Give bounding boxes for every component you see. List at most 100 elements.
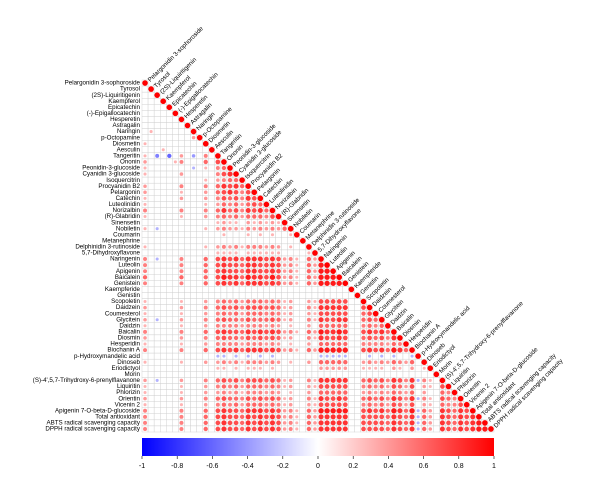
cell	[293, 292, 300, 299]
cell	[311, 358, 319, 366]
cell	[348, 328, 355, 336]
correlation-circle	[233, 317, 239, 322]
cell	[184, 419, 191, 427]
cell	[311, 340, 319, 348]
colorbar-tick-label: -0.8	[171, 463, 183, 470]
correlation-circle	[342, 347, 348, 353]
correlation-circle	[143, 172, 147, 176]
correlation-circle	[295, 257, 299, 261]
correlation-circle	[233, 402, 239, 407]
correlation-circle	[373, 329, 378, 335]
cell	[336, 292, 343, 299]
cell	[166, 383, 173, 390]
cell	[160, 261, 167, 269]
correlation-circle	[337, 366, 342, 371]
cell	[208, 243, 216, 251]
correlation-circle	[313, 378, 317, 382]
correlation-circle	[227, 414, 233, 420]
cell	[172, 389, 179, 396]
cell	[166, 310, 173, 317]
cell	[196, 371, 203, 378]
cell	[354, 395, 361, 402]
cell	[160, 243, 167, 251]
cell	[147, 122, 155, 129]
cell	[287, 292, 294, 299]
cell	[348, 310, 355, 317]
cell	[160, 298, 167, 305]
cell	[329, 371, 337, 378]
correlation-circle	[221, 378, 227, 383]
correlation-circle	[264, 420, 269, 426]
correlation-circle	[270, 214, 275, 219]
colorbar-tick-label: -0.4	[242, 463, 254, 470]
correlation-circle	[330, 377, 336, 383]
cell	[196, 213, 203, 220]
correlation-circle	[252, 342, 257, 346]
cell	[172, 334, 179, 342]
correlation-circle	[270, 251, 275, 255]
correlation-circle	[318, 402, 324, 408]
cell	[281, 365, 288, 372]
correlation-circle	[330, 384, 336, 389]
cell	[147, 91, 155, 99]
correlation-circle	[288, 311, 293, 316]
correlation-circle	[239, 414, 245, 419]
cell	[202, 219, 209, 226]
correlation-circle	[240, 391, 244, 395]
cell	[147, 346, 155, 354]
correlation-circle	[276, 335, 281, 341]
correlation-circle	[422, 408, 427, 413]
correlation-circle	[283, 312, 287, 316]
cell	[208, 401, 216, 408]
cell	[208, 286, 216, 293]
cell	[160, 401, 167, 408]
colorbar-tick-label: 0.8	[454, 463, 464, 470]
correlation-circle	[179, 154, 184, 158]
correlation-circle	[257, 426, 263, 432]
correlation-circle	[482, 420, 488, 426]
row-label: Phlorizin	[116, 389, 140, 396]
cell	[190, 243, 197, 251]
correlation-circle	[228, 402, 232, 407]
correlation-circle	[143, 317, 147, 322]
correlation-circle	[215, 172, 220, 177]
cell	[141, 134, 149, 141]
cell	[190, 340, 197, 348]
cell	[147, 237, 155, 245]
correlation-circle	[446, 390, 451, 395]
correlation-circle	[264, 274, 269, 280]
correlation-circle	[203, 335, 208, 340]
correlation-circle	[228, 226, 232, 231]
correlation-circle	[215, 305, 221, 310]
correlation-circle	[270, 366, 275, 370]
correlation-circle	[336, 414, 342, 420]
correlation-circle	[373, 420, 378, 426]
cell	[202, 146, 209, 154]
correlation-circle	[240, 190, 245, 195]
correlation-circle	[233, 189, 239, 195]
correlation-circle	[277, 251, 281, 255]
cell	[299, 407, 307, 414]
correlation-circle	[239, 408, 245, 413]
marks	[142, 80, 494, 432]
correlation-circle	[385, 414, 390, 419]
cell	[147, 243, 155, 251]
cell	[184, 292, 191, 299]
correlation-circle	[246, 220, 250, 225]
correlation-circle	[343, 323, 348, 328]
cell	[190, 334, 197, 342]
cell	[299, 310, 307, 317]
cell	[184, 134, 191, 141]
correlation-circle	[288, 426, 293, 431]
cell	[153, 328, 161, 336]
cell	[281, 237, 288, 245]
cell	[166, 267, 173, 275]
correlation-circle	[160, 98, 167, 105]
cell	[166, 298, 173, 305]
cell	[299, 425, 307, 433]
cell	[196, 231, 203, 238]
cell	[202, 365, 209, 372]
correlation-circle	[227, 274, 233, 280]
correlation-circle	[258, 366, 262, 370]
cell	[184, 267, 191, 275]
